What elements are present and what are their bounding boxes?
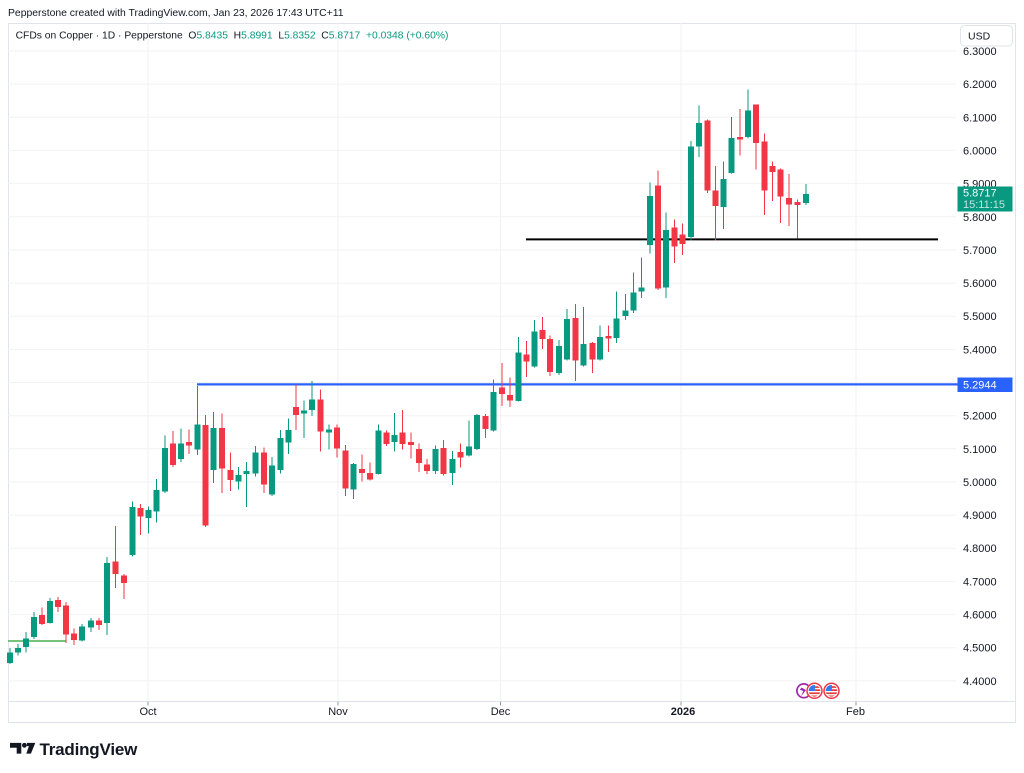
svg-text:6.0000: 6.0000 (963, 145, 997, 157)
svg-text:5.0000: 5.0000 (963, 477, 997, 489)
svg-text:5.4000: 5.4000 (963, 344, 997, 356)
svg-text:5.6000: 5.6000 (963, 278, 997, 290)
svg-text:5.5000: 5.5000 (963, 311, 997, 323)
svg-text:Feb: Feb (846, 706, 865, 718)
svg-text:15:11:15: 15:11:15 (963, 199, 1005, 211)
svg-text:USD: USD (968, 31, 991, 43)
svg-text:4.5000: 4.5000 (963, 643, 997, 655)
svg-text:4.4000: 4.4000 (963, 676, 997, 688)
svg-text:Nov: Nov (328, 706, 348, 718)
svg-text:6.1000: 6.1000 (963, 112, 997, 124)
svg-text:4.7000: 4.7000 (963, 576, 997, 588)
svg-text:4.8000: 4.8000 (963, 543, 997, 555)
svg-text:5.1000: 5.1000 (963, 444, 997, 456)
svg-text:5.8717: 5.8717 (963, 188, 997, 200)
svg-text:TradingView: TradingView (40, 740, 139, 759)
svg-text:2026: 2026 (671, 706, 695, 718)
svg-text:Oct: Oct (139, 706, 156, 718)
svg-text:4.6000: 4.6000 (963, 610, 997, 622)
svg-text:Pepperstone created with Tradi: Pepperstone created with TradingView.com… (8, 8, 344, 19)
svg-text:5.7000: 5.7000 (963, 245, 997, 257)
svg-text:4.9000: 4.9000 (963, 510, 997, 522)
svg-text:5.2944: 5.2944 (963, 380, 997, 392)
svg-text:6.3000: 6.3000 (963, 46, 997, 58)
svg-text:5.2000: 5.2000 (963, 411, 997, 423)
svg-text:CFDs on Copper · 1D · Pepperst: CFDs on Copper · 1D · Pepperstone O5.843… (16, 31, 449, 42)
svg-text:5.8000: 5.8000 (963, 212, 997, 224)
svg-text:Dec: Dec (491, 706, 511, 718)
svg-text:6.2000: 6.2000 (963, 79, 997, 91)
